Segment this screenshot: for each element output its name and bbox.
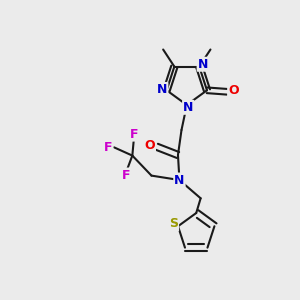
- Text: F: F: [130, 128, 139, 141]
- Text: N: N: [157, 83, 167, 96]
- Text: S: S: [169, 218, 178, 230]
- Text: N: N: [183, 101, 194, 114]
- Text: F: F: [122, 169, 131, 182]
- Text: O: O: [144, 139, 155, 152]
- Text: O: O: [228, 84, 239, 98]
- Text: F: F: [104, 141, 112, 154]
- Text: N: N: [198, 58, 208, 71]
- Text: N: N: [174, 173, 184, 187]
